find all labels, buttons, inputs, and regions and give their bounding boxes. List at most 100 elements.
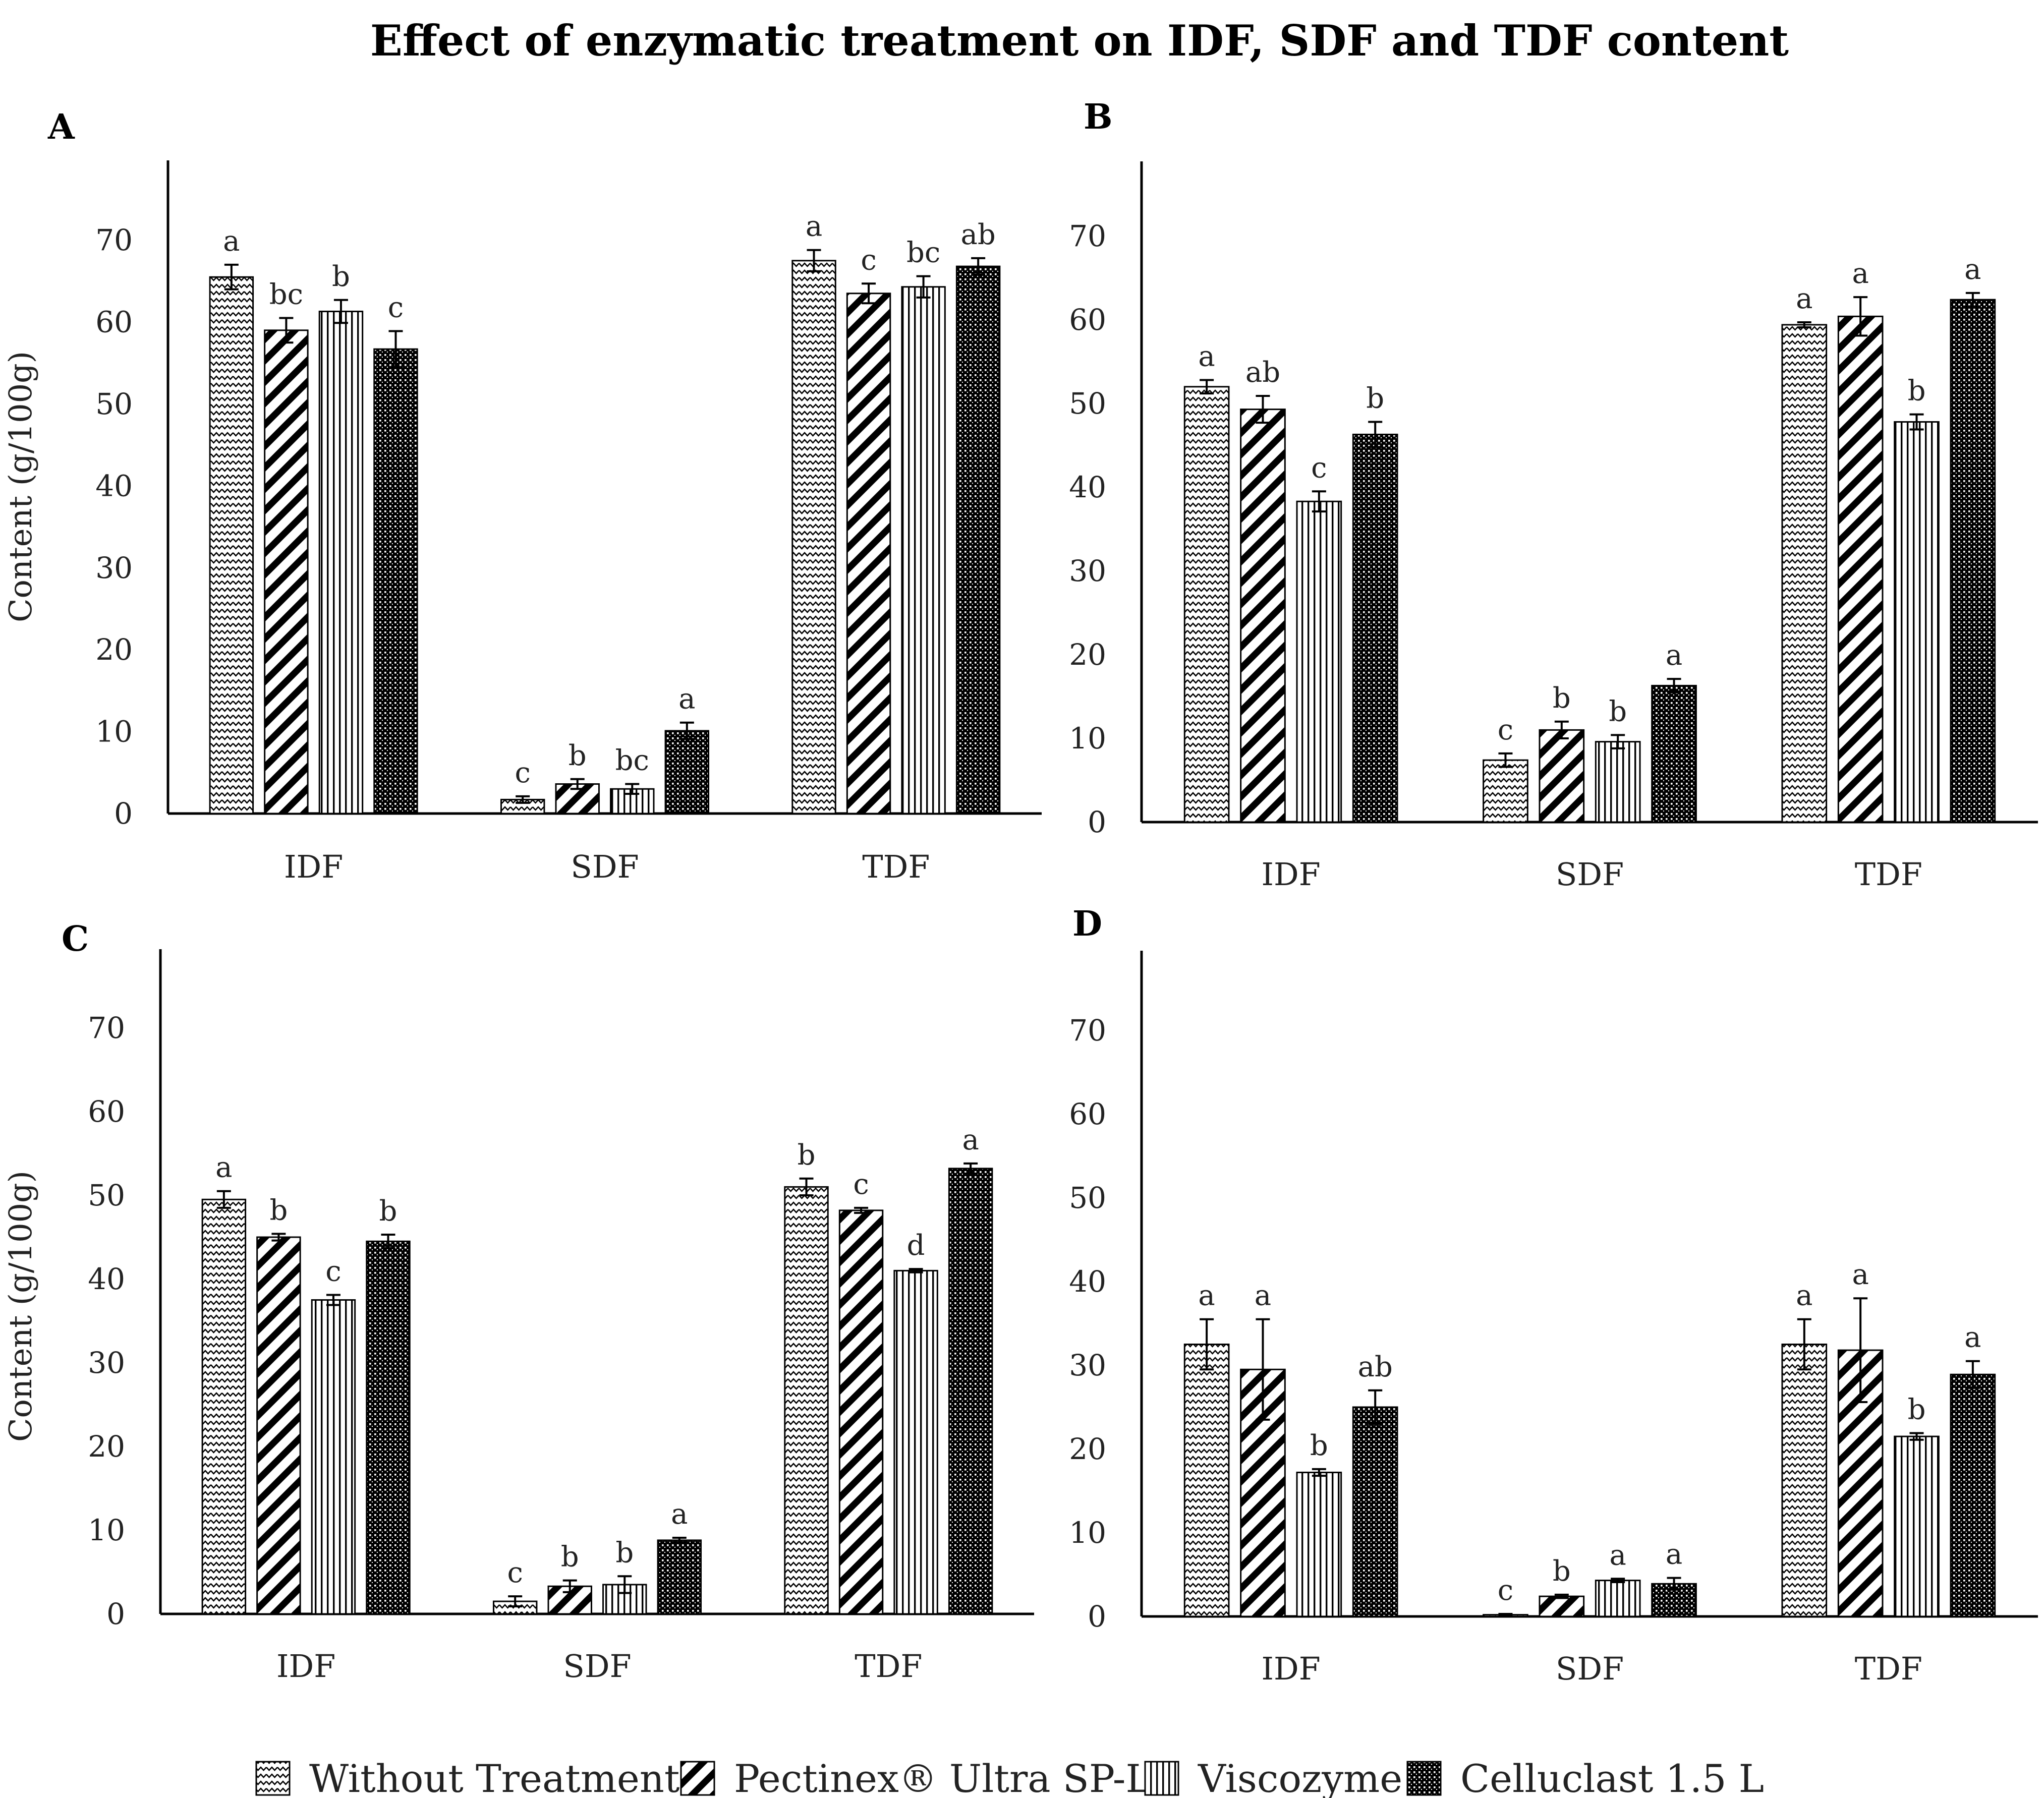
y-tick-label: 30 — [88, 1346, 125, 1380]
significance-letter: a — [1198, 1280, 1215, 1312]
category-label: TDF — [862, 848, 930, 885]
significance-letter: a — [223, 225, 240, 258]
y-tick-label: 50 — [88, 1178, 125, 1212]
legend-label: Pectinex® Ultra SP-L — [734, 1756, 1151, 1798]
bar — [1183, 386, 1230, 823]
significance-letter: a — [1964, 1321, 1981, 1354]
bar — [1296, 1471, 1342, 1617]
y-tick-label: 60 — [1069, 303, 1106, 337]
y-tick-label: 0 — [1088, 1599, 1106, 1634]
bar — [1240, 409, 1286, 823]
y-axis-label: Content (g/100g) — [2, 1171, 39, 1442]
category-label: SDF — [1556, 856, 1624, 893]
bar — [784, 1186, 829, 1615]
legend-item: Without Treatment — [255, 1756, 679, 1798]
legend-swatch — [1144, 1761, 1179, 1796]
significance-letter: a — [1796, 282, 1812, 315]
legend-label: Celluclast 1.5 L — [1460, 1756, 1764, 1798]
significance-letter: b — [379, 1195, 398, 1228]
bar — [1837, 315, 1884, 823]
significance-letter: c — [388, 291, 404, 324]
bar — [1352, 1406, 1398, 1617]
y-tick-label: 0 — [114, 796, 133, 831]
bar — [1595, 1580, 1641, 1617]
category-label: TDF — [855, 1648, 922, 1685]
legend-item: Pectinex® Ultra SP-L — [680, 1756, 1151, 1798]
significance-letter: b — [1908, 1393, 1926, 1426]
significance-letter: b — [1908, 375, 1926, 408]
legend-item: Celluclast 1.5 L — [1406, 1756, 1764, 1798]
bar — [1539, 729, 1585, 823]
significance-letter: b — [1553, 682, 1571, 715]
category-label: SDF — [571, 848, 639, 885]
significance-letter: bc — [269, 278, 303, 311]
significance-letter: c — [861, 244, 876, 276]
y-tick-label: 10 — [1069, 1516, 1106, 1550]
significance-letter: a — [1852, 257, 1868, 290]
bar — [846, 293, 891, 815]
y-tick-label: 30 — [1069, 1348, 1106, 1382]
bar — [1651, 684, 1697, 823]
category-label: IDF — [284, 848, 343, 885]
legend-label: Without Treatment — [309, 1756, 679, 1798]
bar — [366, 1240, 411, 1615]
y-tick-label: 70 — [88, 1011, 125, 1045]
significance-letter: c — [515, 757, 531, 789]
legend-swatch — [1406, 1761, 1442, 1796]
y-tick-label: 40 — [88, 1262, 125, 1296]
significance-letter: b — [1366, 382, 1384, 415]
y-tick-label: 20 — [1069, 1432, 1106, 1466]
bar — [955, 265, 1001, 815]
significance-letter: c — [507, 1556, 523, 1589]
significance-letter: bc — [615, 744, 649, 777]
y-tick-label: 20 — [95, 632, 133, 667]
significance-letter: a — [1964, 253, 1981, 286]
bar — [1183, 1344, 1230, 1617]
panel-label: B — [1084, 97, 1112, 137]
y-tick-label: 60 — [1069, 1097, 1106, 1131]
bar — [311, 1299, 356, 1615]
significance-letter: a — [1666, 639, 1682, 672]
significance-letter: a — [1852, 1258, 1868, 1291]
category-label: IDF — [1262, 856, 1321, 893]
panel-label: C — [62, 919, 89, 959]
significance-letter: ab — [1358, 1351, 1393, 1383]
bar — [893, 1269, 938, 1615]
bar — [1894, 421, 1940, 823]
y-tick-label: 40 — [1069, 1264, 1106, 1299]
bar — [664, 730, 710, 815]
significance-letter: b — [798, 1139, 816, 1172]
y-tick-label: 50 — [1069, 1181, 1106, 1215]
bar — [1296, 500, 1342, 823]
significance-letter: a — [215, 1151, 232, 1184]
significance-letter: b — [269, 1194, 288, 1227]
significance-letter: c — [325, 1255, 341, 1288]
significance-letter: a — [806, 210, 822, 243]
bar — [1781, 324, 1828, 823]
y-tick-label: 50 — [1069, 386, 1106, 421]
y-tick-label: 70 — [1069, 1013, 1106, 1048]
bar — [901, 286, 946, 815]
category-label: TDF — [1855, 856, 1922, 893]
bar — [1595, 741, 1641, 823]
y-tick-label: 20 — [88, 1429, 125, 1464]
y-tick-label: 0 — [106, 1597, 125, 1631]
bar — [1950, 299, 1996, 823]
bar — [1483, 759, 1528, 823]
category-label: SDF — [1556, 1650, 1624, 1687]
y-tick-label: 10 — [95, 715, 133, 749]
significance-letter: ab — [961, 218, 996, 251]
bar — [1950, 1373, 1996, 1617]
legend-swatch — [680, 1761, 715, 1796]
significance-letter: ab — [1245, 356, 1280, 389]
bar — [318, 310, 364, 815]
y-tick-label: 50 — [95, 387, 133, 421]
panel-label: A — [47, 107, 75, 147]
significance-letter: b — [561, 1541, 579, 1574]
bar — [256, 1236, 301, 1615]
bar — [838, 1209, 884, 1615]
legend-swatch — [255, 1761, 291, 1796]
